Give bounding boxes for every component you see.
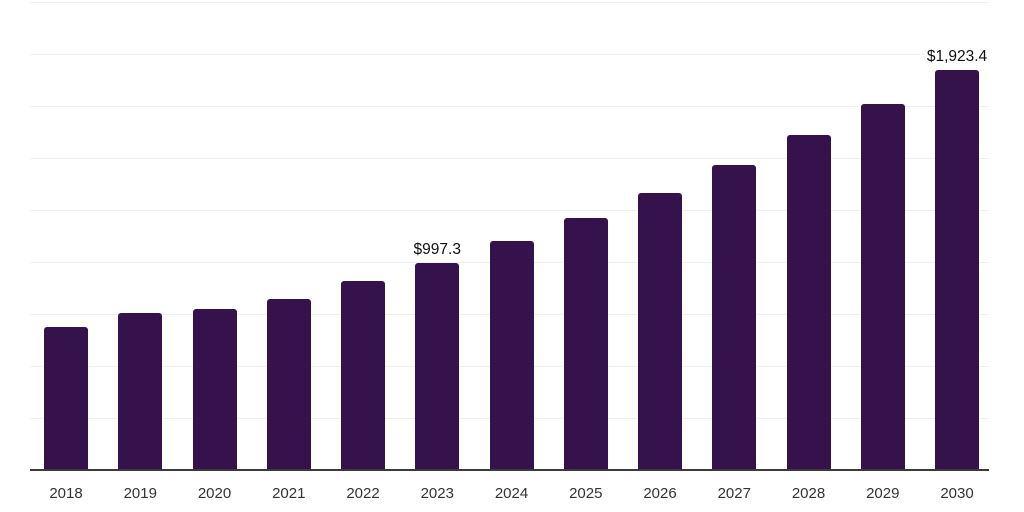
x-tick-label-2030: 2030	[940, 485, 974, 502]
x-tick-label-2021: 2021	[272, 485, 306, 502]
bar-2024	[489, 240, 534, 470]
bar-2027	[712, 165, 757, 470]
x-tick-label-2020: 2020	[197, 485, 232, 502]
x-tick-label-2018: 2018	[49, 485, 83, 502]
gridline-2000	[30, 54, 989, 55]
x-axis-line	[30, 469, 989, 471]
x-tick-label-2024: 2024	[494, 485, 529, 502]
x-tick-label-2023: 2023	[420, 485, 454, 502]
bar-2020	[192, 309, 237, 470]
x-tick-label-2029: 2029	[866, 485, 900, 502]
bar-2028	[786, 135, 831, 470]
gridline-2250	[30, 2, 989, 3]
data-label-2030: $1,923.4	[924, 47, 990, 66]
x-tick-label-2022: 2022	[346, 485, 380, 502]
bar-2023	[415, 262, 460, 470]
gridline-1500	[30, 158, 989, 159]
data-label-2023: $997.3	[411, 240, 463, 259]
bar-2029	[860, 103, 905, 470]
x-tick-label-2026: 2026	[643, 485, 677, 502]
x-tick-label-2028: 2028	[791, 485, 826, 502]
bar-2025	[563, 218, 608, 470]
gridline-1250	[30, 210, 989, 211]
gridline-1750	[30, 106, 989, 107]
bar-2019	[118, 312, 163, 470]
x-tick-label-2027: 2027	[717, 485, 751, 502]
x-tick-label-2025: 2025	[569, 485, 603, 502]
x-tick-label-2019: 2019	[123, 485, 157, 502]
bar-2026	[638, 192, 682, 470]
bar-2021	[266, 299, 311, 470]
bar-2018	[44, 326, 88, 470]
bar-2022	[341, 280, 385, 470]
bar-2030	[935, 69, 979, 470]
